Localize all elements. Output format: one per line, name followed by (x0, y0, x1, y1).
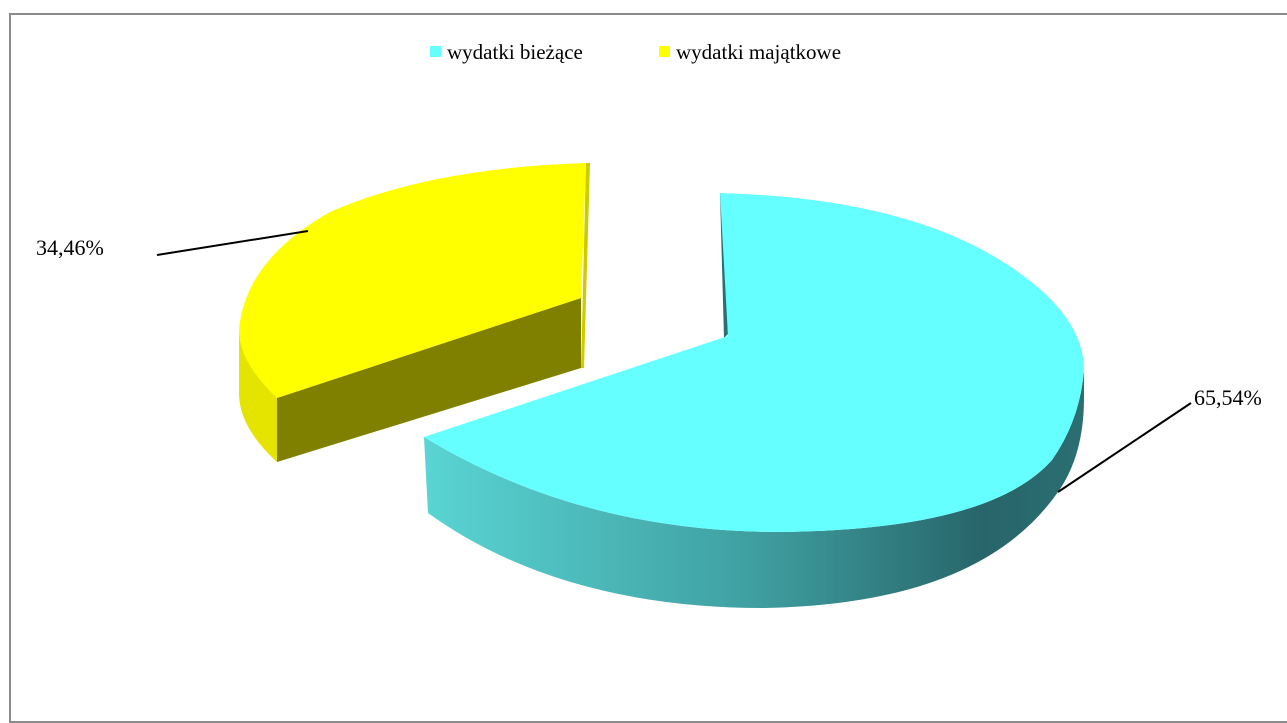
leader-line-1 (156, 230, 309, 256)
data-label-0: 65,54% (1194, 385, 1262, 410)
slice-0-side (424, 370, 1084, 608)
slice-1-top (239, 163, 586, 398)
pie-slice-wydatki-majatkowe (239, 163, 590, 462)
slice-0-inner-side (720, 193, 728, 338)
slice-1-edge-side (581, 163, 590, 368)
legend: wydatki bieżące wydatki majątkowe (430, 40, 841, 64)
data-label-1: 34,46% (36, 235, 104, 260)
legend-swatch-1 (659, 46, 670, 57)
leader-line-0 (1057, 402, 1192, 493)
slice-0-top (424, 193, 1084, 532)
legend-swatch-0 (430, 46, 441, 57)
legend-label-0: wydatki bieżące (447, 40, 583, 64)
pie-slice-wydatki-biezace (424, 193, 1084, 608)
slice-1-inner-side (277, 298, 581, 462)
legend-label-1: wydatki majątkowe (676, 40, 841, 64)
